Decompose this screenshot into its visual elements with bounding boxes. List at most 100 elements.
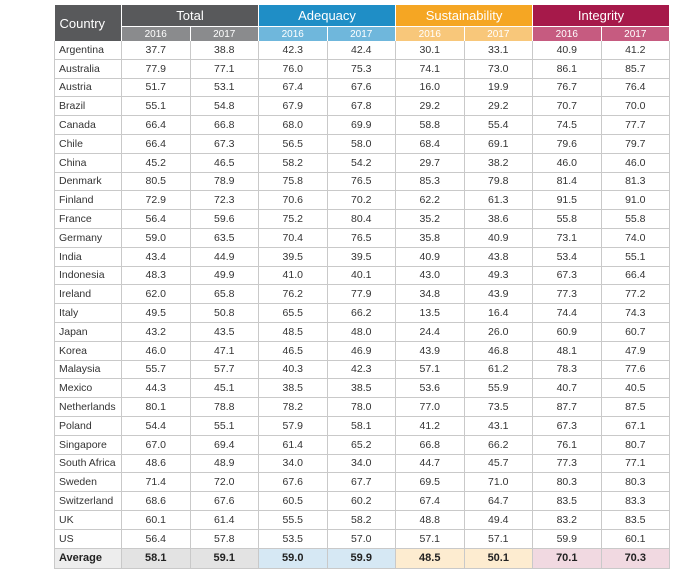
- score-cell: 74.5: [532, 115, 602, 135]
- score-cell: 41.0: [258, 266, 328, 286]
- score-cell: 61.4: [258, 435, 328, 455]
- score-cell: 34.0: [327, 454, 397, 474]
- score-cell: 43.1: [464, 416, 534, 436]
- score-cell: 77.7: [601, 115, 671, 135]
- score-cell: 77.2: [601, 284, 671, 305]
- country-name-cell: Argentina: [54, 41, 122, 60]
- country-name-cell: Denmark: [54, 172, 122, 192]
- country-name-cell: Australia: [54, 59, 122, 79]
- score-cell: 68.4: [395, 134, 465, 154]
- table-row: Brazil 55.1 54.8 67.9 67.8 29.2 29.2 70.7 70.0: [54, 96, 671, 117]
- score-cell: 38.5: [327, 378, 397, 399]
- country-name-cell: Korea: [54, 341, 122, 361]
- score-cell: 46.5: [258, 341, 328, 361]
- score-cell: 46.0: [601, 153, 671, 173]
- country-name-cell: Switzerland: [54, 491, 122, 511]
- score-cell: 67.6: [327, 78, 397, 98]
- country-name-cell: Finland: [54, 190, 122, 211]
- score-cell: 68.0: [258, 115, 328, 135]
- country-name-cell: Poland: [54, 416, 122, 436]
- score-cell: 60.2: [327, 491, 397, 511]
- score-cell: 55.9: [464, 378, 534, 399]
- score-cell: 48.9: [190, 454, 259, 474]
- table-row: India 43.4 44.9 39.5 39.5 40.9 43.8 53.4 55.1: [54, 247, 671, 267]
- score-cell: 43.4: [121, 247, 191, 267]
- sustainability-year-2016-header: 2016: [395, 26, 465, 41]
- score-cell: 85.3: [395, 172, 465, 192]
- total-year-2017-header: 2017: [190, 26, 259, 41]
- score-cell: 65.8: [190, 284, 259, 305]
- score-cell: 78.2: [258, 397, 328, 417]
- country-column-header: Country: [54, 5, 122, 41]
- integrity-group-header: Integrity: [532, 5, 671, 27]
- score-cell: 46.0: [532, 153, 602, 173]
- table-row: Poland 54.4 55.1 57.9 58.1 41.2 43.1 67.3 67.1: [54, 416, 671, 436]
- adequacy-group-header: Adequacy: [258, 5, 397, 27]
- score-cell: 70.7: [532, 96, 602, 117]
- score-cell: 43.5: [190, 322, 259, 342]
- integrity-year-2017-header: 2017: [601, 26, 671, 41]
- score-cell: 45.7: [464, 454, 534, 474]
- country-name-cell: South Africa: [54, 454, 122, 474]
- score-cell: 62.2: [395, 190, 465, 211]
- average-cell: 58.1: [121, 548, 191, 569]
- score-cell: 58.8: [395, 115, 465, 135]
- score-cell: 46.9: [327, 341, 397, 361]
- score-cell: 40.9: [395, 247, 465, 267]
- score-cell: 57.0: [327, 529, 397, 549]
- country-name-cell: Germany: [54, 228, 122, 248]
- country-name-cell: Italy: [54, 303, 122, 323]
- score-cell: 29.7: [395, 153, 465, 173]
- table-row: UK 60.1 61.4 55.5 58.2 48.8 49.4 83.2 83.5: [54, 510, 671, 530]
- pension-index-table-container: Country Total Adequacy Sustainability In…: [54, 5, 671, 569]
- score-cell: 61.3: [464, 190, 534, 211]
- table-row: South Africa 48.6 48.9 34.0 34.0 44.7 45.7 77.3…: [54, 454, 671, 474]
- score-cell: 60.9: [532, 322, 602, 342]
- score-cell: 61.4: [190, 510, 259, 530]
- pension-index-table: Country Total Adequacy Sustainability In…: [54, 5, 671, 569]
- score-cell: 76.7: [532, 78, 602, 98]
- table-row: Switzerland 68.6 67.6 60.5 60.2 67.4 64.7 83.5 8…: [54, 491, 671, 511]
- score-cell: 54.4: [121, 416, 191, 436]
- score-cell: 74.1: [395, 59, 465, 79]
- score-cell: 54.8: [190, 96, 259, 117]
- score-cell: 46.5: [190, 153, 259, 173]
- score-cell: 67.7: [327, 472, 397, 493]
- score-cell: 24.4: [395, 322, 465, 342]
- score-cell: 46.0: [121, 341, 191, 361]
- score-cell: 77.9: [121, 59, 191, 79]
- country-name-cell: Austria: [54, 78, 122, 98]
- score-cell: 54.2: [327, 153, 397, 173]
- score-cell: 83.5: [532, 491, 602, 511]
- score-cell: 85.7: [601, 59, 671, 79]
- score-cell: 56.4: [121, 529, 191, 549]
- score-cell: 67.3: [190, 134, 259, 154]
- score-cell: 75.2: [258, 209, 328, 229]
- score-cell: 46.8: [464, 341, 534, 361]
- average-cell: 59.1: [190, 548, 259, 569]
- score-cell: 81.4: [532, 172, 602, 192]
- table-row: Netherlands 80.1 78.8 78.2 78.0 77.0 73.5 87.7 8…: [54, 397, 671, 417]
- score-cell: 55.8: [601, 209, 671, 229]
- score-cell: 75.3: [327, 59, 397, 79]
- table-row: Indonesia 48.3 49.9 41.0 40.1 43.0 49.3 67.3 66.…: [54, 266, 671, 286]
- score-cell: 38.2: [464, 153, 534, 173]
- score-cell: 76.2: [258, 284, 328, 305]
- score-cell: 55.8: [532, 209, 602, 229]
- score-cell: 77.9: [327, 284, 397, 305]
- score-cell: 69.4: [190, 435, 259, 455]
- score-cell: 57.1: [464, 529, 534, 549]
- score-cell: 80.1: [121, 397, 191, 417]
- score-cell: 49.5: [121, 303, 191, 323]
- score-cell: 33.1: [464, 41, 534, 60]
- country-name-cell: Japan: [54, 322, 122, 342]
- average-cell: 70.1: [532, 548, 602, 569]
- group-header-row: Country Total Adequacy Sustainability In…: [54, 5, 671, 41]
- score-cell: 91.5: [532, 190, 602, 211]
- score-cell: 38.5: [258, 378, 328, 399]
- score-cell: 86.1: [532, 59, 602, 79]
- adequacy-year-2017-header: 2017: [327, 26, 397, 41]
- average-cell: 59.0: [258, 548, 328, 569]
- score-cell: 59.9: [532, 529, 602, 549]
- score-cell: 78.0: [327, 397, 397, 417]
